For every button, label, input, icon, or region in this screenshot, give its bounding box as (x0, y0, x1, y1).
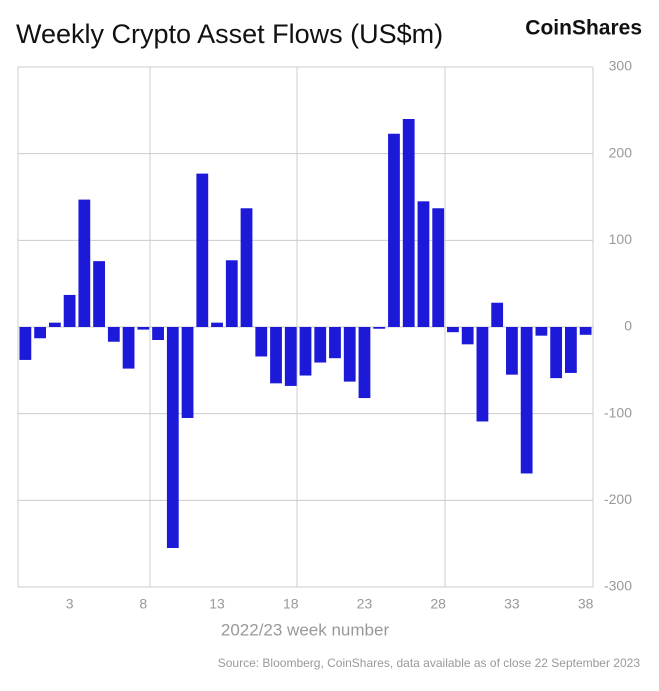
y-tick-label: 200 (609, 144, 633, 160)
bar (550, 327, 563, 379)
bar (564, 327, 577, 373)
x-tick-label: 3 (66, 596, 74, 612)
y-tick-label: 0 (624, 318, 632, 334)
bar (432, 208, 445, 327)
bar (122, 327, 135, 369)
bar (491, 302, 504, 327)
bar (284, 327, 297, 386)
bar (535, 327, 548, 336)
bar (48, 322, 61, 327)
bar (388, 133, 400, 327)
bar (373, 327, 386, 329)
bar (196, 173, 209, 327)
y-tick-label: 100 (609, 231, 633, 247)
bar (166, 327, 179, 548)
bar (63, 294, 76, 327)
y-tick-label: 300 (609, 58, 633, 74)
bar (255, 327, 268, 357)
x-tick-label: 23 (357, 596, 373, 612)
bar (34, 327, 47, 339)
bar (270, 327, 282, 384)
bar (78, 199, 91, 327)
bar (506, 327, 518, 375)
bar (402, 119, 415, 327)
bar (329, 327, 341, 359)
bar (137, 327, 150, 330)
source-note: Source: Bloomberg, CoinShares, data avai… (218, 656, 641, 670)
x-tick-label: 8 (139, 596, 147, 612)
x-tick-label: 33 (504, 596, 520, 612)
x-tick-label: 28 (430, 596, 446, 612)
bar (152, 327, 164, 340)
bar (107, 327, 120, 342)
bar (343, 327, 356, 382)
bar (299, 327, 312, 376)
bar (447, 327, 459, 333)
chart-title: Weekly Crypto Asset Flows (US$m) (16, 19, 443, 49)
y-tick-label: -200 (604, 491, 632, 507)
bar (417, 201, 430, 327)
x-tick-label: 38 (578, 596, 594, 612)
bar (225, 260, 238, 327)
bar (314, 327, 327, 363)
bar (461, 327, 474, 345)
bar (211, 322, 223, 327)
y-tick-label: -100 (604, 404, 632, 420)
y-tick-label: -300 (604, 578, 632, 594)
x-tick-label: 13 (209, 596, 225, 612)
bar (358, 327, 371, 399)
bar (181, 327, 194, 418)
bar (93, 261, 105, 327)
bar (520, 327, 533, 474)
bar (579, 327, 592, 335)
x-tick-label: 18 (283, 596, 299, 612)
x-axis-label: 2022/23 week number (221, 620, 390, 639)
bar (240, 208, 253, 327)
brand-logo: CoinShares (525, 17, 642, 40)
bar (19, 327, 32, 360)
bar (476, 327, 489, 422)
